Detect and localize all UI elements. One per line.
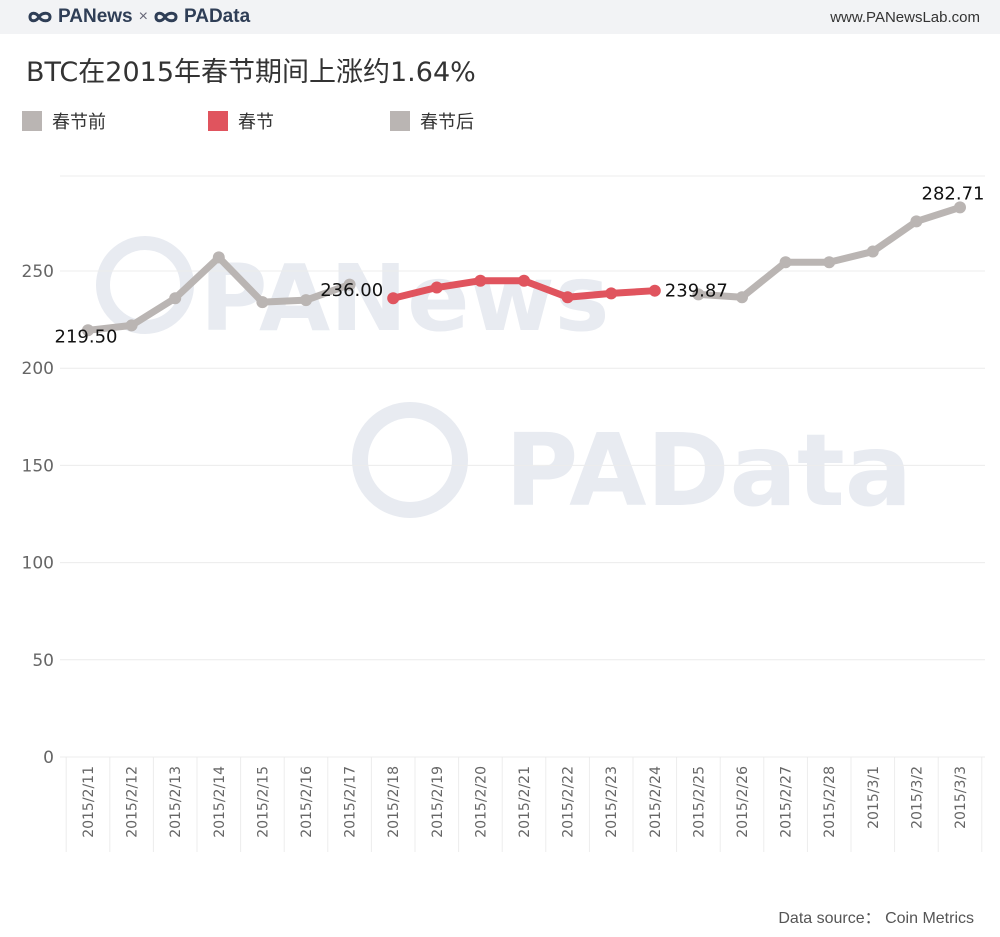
data-point [518, 274, 530, 287]
watermark-icon-2 [352, 402, 468, 518]
site-url[interactable]: www.PANewsLab.com [830, 9, 980, 26]
y-tick-label-100: 100 [22, 554, 54, 574]
data-point [561, 291, 574, 304]
x-tick-label: 2015/2/27 [779, 766, 795, 838]
legend-label-after: 春节后 [420, 112, 474, 133]
data-point [212, 251, 225, 264]
chart-title: BTC在2015年春节期间上涨约1.64% [26, 57, 476, 88]
data-point [82, 324, 94, 337]
panews-logo-icon [28, 11, 52, 23]
data-label: 219.50 [55, 326, 118, 347]
data-point [125, 319, 138, 332]
x-tick-label: 2015/2/16 [299, 766, 315, 838]
x-tick-label: 2015/3/1 [866, 766, 882, 829]
legend-swatch-during [208, 111, 228, 131]
x-tick-label: 2015/2/15 [255, 766, 271, 838]
legend-item-after: 春节后 [390, 108, 474, 134]
data-point [343, 278, 356, 291]
watermark-padata: PAData [505, 412, 912, 529]
data-point [300, 294, 312, 307]
x-tick-label: 2015/2/13 [168, 766, 184, 838]
data-point [692, 288, 705, 301]
x-tick-label: 2015/2/11 [81, 766, 97, 838]
data-point [866, 245, 879, 258]
x-tick-label: 2015/2/21 [517, 766, 533, 838]
x-tick-label: 2015/2/28 [822, 766, 838, 838]
x-tick-label: 2015/2/25 [691, 766, 707, 838]
legend-item-before: 春节前 [22, 108, 106, 134]
chart-legend: 春节前 春节 春节后 [22, 108, 622, 134]
y-tick-label-200: 200 [22, 359, 54, 379]
x-tick-label: 2015/2/17 [343, 766, 359, 838]
legend-label-before: 春节前 [52, 112, 106, 133]
x-tick-label: 2015/3/2 [909, 766, 925, 829]
data-point [387, 292, 400, 305]
x-tick-label: 2015/3/3 [953, 766, 969, 829]
data-point [823, 256, 836, 269]
x-tick-label: 2015/2/24 [648, 766, 664, 838]
data-point [779, 256, 792, 269]
y-tick-label-250: 250 [22, 262, 54, 282]
data-point [474, 274, 487, 287]
x-tick-label: 2015/2/14 [212, 766, 228, 838]
x-tick-label: 2015/2/18 [386, 766, 402, 838]
data-point [736, 291, 748, 304]
x-tick-label: 2015/2/22 [561, 766, 577, 838]
data-label: 239.87 [665, 281, 728, 302]
x-tick-label: 2015/2/20 [473, 766, 489, 838]
data-point [648, 284, 661, 297]
y-tick-label-150: 150 [22, 456, 54, 476]
x-tick-label: 2015/2/26 [735, 766, 751, 838]
data-label: 282.71 [922, 183, 985, 204]
data-point [430, 281, 443, 294]
brand-panews: PANews [58, 6, 133, 27]
brand-separator: × [138, 8, 148, 25]
data-point [605, 287, 618, 300]
legend-swatch-before [22, 111, 42, 131]
x-tick-label: 2015/2/12 [125, 766, 141, 838]
padata-logo-icon [154, 11, 178, 23]
data-point [910, 215, 923, 228]
top-bar: PANews × PAData www.PANewsLab.com [0, 0, 1000, 34]
y-tick-label-0: 0 [43, 748, 54, 768]
legend-label-during: 春节 [238, 112, 274, 133]
x-tick-label: 2015/2/19 [430, 766, 446, 838]
data-point [169, 292, 182, 305]
data-source: Data source： Coin Metrics [778, 910, 974, 927]
brand-logos: PANews × PAData [28, 6, 250, 28]
data-point [256, 296, 269, 309]
legend-swatch-after [390, 111, 410, 131]
data-point [954, 201, 966, 214]
legend-item-during: 春节 [208, 108, 274, 134]
brand-padata: PAData [183, 6, 251, 27]
data-label: 236.00 [320, 280, 383, 301]
x-tick-label: 2015/2/23 [604, 766, 620, 838]
y-tick-label-50: 50 [32, 651, 54, 671]
